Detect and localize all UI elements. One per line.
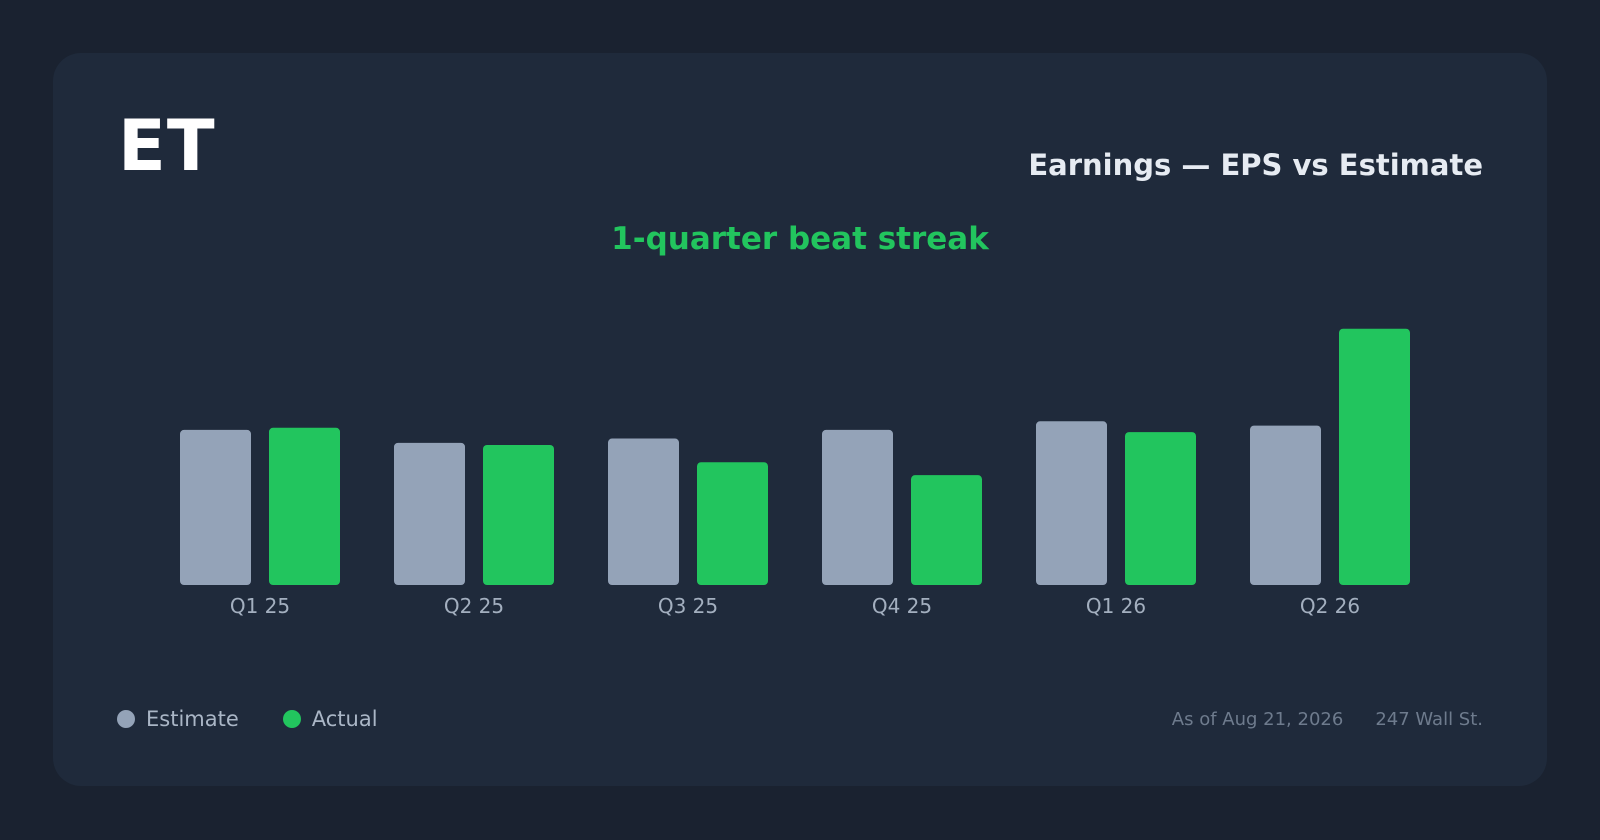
actual-bar-5: [1339, 328, 1410, 585]
ticker-logo: ET: [118, 105, 216, 187]
x-tick-label: Q3 25: [658, 594, 718, 618]
estimate-bar-2: [608, 438, 679, 585]
estimate-bar-0: [180, 429, 251, 585]
beat-streak-headline: 1-quarter beat streak: [611, 221, 989, 257]
x-tick-label: Q2 26: [1300, 594, 1360, 618]
actual-bar-0: [269, 427, 340, 585]
estimate-bar-5: [1250, 425, 1321, 585]
actual-dot-icon: [282, 710, 301, 728]
x-tick-label: Q4 25: [872, 594, 932, 618]
legend-actual-label: Actual: [311, 707, 378, 731]
estimate-bar-4: [1036, 421, 1107, 585]
x-tick-label: Q1 25: [230, 594, 290, 618]
eps-bar-chart: Q1 25 Q2 25 Q3 25 Q4 25 Q1 26 Q2 26: [180, 328, 1410, 618]
legend-estimate-label: Estimate: [146, 707, 239, 731]
as-of-date: As of Aug 21, 2026: [1171, 709, 1344, 730]
estimate-dot-icon: [117, 710, 135, 728]
legend: Estimate Actual: [117, 707, 422, 731]
x-tick-label: Q2 25: [444, 594, 504, 618]
legend-item-estimate: Estimate: [117, 707, 239, 731]
legend-item-actual: Actual: [282, 707, 378, 731]
estimate-bar-1: [394, 442, 465, 585]
actual-bar-3: [911, 475, 982, 585]
footer: As of Aug 21, 2026 247 Wall St.: [1172, 709, 1483, 730]
actual-bar-4: [1125, 432, 1196, 585]
earnings-card: ET Earnings — EPS vs Estimate 1-quarter …: [53, 53, 1547, 786]
estimate-bar-3: [822, 429, 893, 585]
actual-bar-2: [697, 462, 768, 585]
chart-title: Earnings — EPS vs Estimate: [1028, 148, 1483, 182]
actual-bar-1: [483, 445, 554, 585]
x-tick-label: Q1 26: [1086, 594, 1146, 618]
source-label: 247 Wall St.: [1375, 709, 1483, 730]
